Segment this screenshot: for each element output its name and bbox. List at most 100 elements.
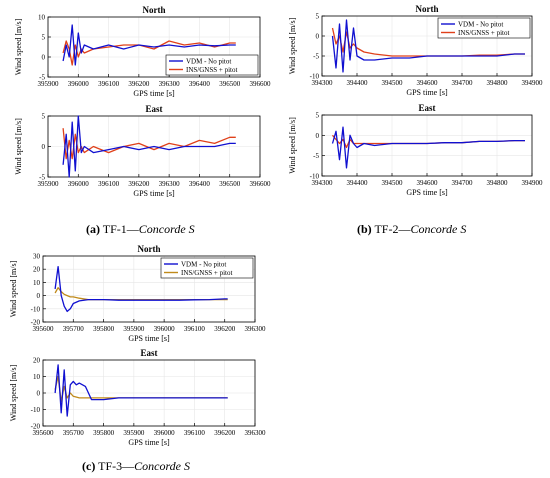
y-axis-label: Wind speed [m/s] [14, 18, 23, 75]
caption-c-letter: (c) [82, 459, 96, 473]
legend-label: INS/GNSS + pitot [181, 269, 232, 277]
caption-c-name: Concorde S [134, 459, 191, 473]
x-tick-label: 395900 [123, 325, 145, 333]
x-tick-label: 396500 [219, 180, 241, 188]
chart-title: East [140, 348, 157, 358]
x-tick-label: 394500 [382, 79, 404, 87]
y-axis-label: Wind speed [m/s] [9, 260, 18, 317]
series-line-ins [62, 128, 236, 160]
x-axis-label: GPS time [s] [406, 188, 448, 197]
chart-tf3-north: 395600 395700 395800 395900 396000 396100 3962… [9, 244, 266, 343]
plot-frame [47, 16, 261, 78]
x-tick-label: 395600 [33, 325, 55, 333]
y-tick-label: 0 [37, 292, 41, 300]
x-tick-label: 394900 [522, 179, 544, 187]
y-tick-label: -5 [39, 74, 45, 82]
x-tick-label: 396500 [219, 80, 241, 88]
y-tick-label: 10 [33, 279, 41, 287]
x-tick-label: 396100 [184, 429, 206, 437]
series-line-vdm [54, 364, 228, 417]
x-tick-label: 394800 [487, 79, 509, 87]
x-tick-label: 396200 [128, 80, 150, 88]
x-tick-label: 396300 [245, 325, 267, 333]
x-tick-label: 394400 [347, 79, 369, 87]
y-tick-label: -5 [313, 53, 319, 61]
x-tick-label: 396200 [214, 429, 236, 437]
x-tick-label: 394600 [417, 179, 439, 187]
y-axis-label: Wind speed [m/s] [14, 118, 23, 175]
caption-a-name: Concorde S [138, 222, 195, 236]
x-tick-label: 394300 [312, 79, 334, 87]
y-axis-label: Wind speed [m/s] [288, 117, 297, 174]
caption-b-name: Concorde S [410, 222, 467, 236]
y-tick-label: 10 [33, 373, 41, 381]
x-tick-label: 394900 [522, 79, 544, 87]
x-tick-label: 395800 [93, 325, 115, 333]
caption-a-letter: (a) [86, 222, 100, 236]
series-line-ins [54, 287, 228, 301]
y-tick-label: 30 [33, 253, 41, 261]
y-tick-label: 5 [316, 13, 320, 21]
series-line-vdm [331, 126, 525, 169]
chart-title: East [145, 104, 162, 114]
x-tick-label: 396200 [214, 325, 236, 333]
x-axis-label: GPS time [s] [128, 438, 170, 447]
y-tick-label: -5 [313, 152, 319, 160]
x-tick-label: 396300 [159, 80, 181, 88]
x-tick-label: 396600 [250, 80, 272, 88]
series-line-ins [331, 27, 525, 57]
x-tick-label: 396000 [154, 325, 176, 333]
caption-a: (a) TF-1—Concorde S [86, 222, 195, 237]
chart-tf1-east: 395900 396000 396100 396200 396300 396400 3965… [14, 104, 271, 198]
series-line-vdm [54, 265, 228, 313]
y-tick-label: -20 [31, 423, 41, 431]
x-tick-label: 394500 [382, 179, 404, 187]
y-tick-label: 0 [42, 54, 46, 62]
x-tick-label: 396100 [98, 180, 120, 188]
y-tick-label: -10 [31, 305, 41, 313]
x-axis-label: GPS time [s] [128, 334, 170, 343]
x-tick-label: 396300 [159, 180, 181, 188]
x-tick-label: 395800 [93, 429, 115, 437]
legend-label: VDM - No pitot [458, 21, 503, 29]
legend-box [160, 257, 254, 279]
chart-title: East [418, 103, 435, 113]
caption-b-letter: (b) [357, 222, 372, 236]
y-tick-label: 0 [316, 33, 320, 41]
caption-b: (b) TF-2—Concorde S [357, 222, 466, 237]
x-axis-label: GPS time [s] [133, 89, 175, 98]
y-tick-label: -10 [310, 73, 320, 81]
x-tick-label: 395700 [63, 429, 85, 437]
y-tick-label: -5 [39, 174, 45, 182]
legend-label: INS/GNSS + pitot [458, 29, 509, 37]
x-tick-label: 396000 [68, 80, 90, 88]
x-tick-label: 395600 [33, 429, 55, 437]
x-tick-label: 396600 [250, 180, 272, 188]
y-tick-label: 0 [42, 143, 46, 151]
series-line-vdm [62, 24, 236, 66]
x-tick-label: 394400 [347, 179, 369, 187]
y-axis-label: Wind speed [m/s] [288, 17, 297, 74]
x-axis-label: GPS time [s] [406, 88, 448, 97]
x-tick-label: 396000 [154, 429, 176, 437]
caption-b-text: TF-2— [371, 222, 411, 236]
chart-title: North [138, 244, 161, 254]
x-tick-label: 396300 [245, 429, 267, 437]
x-tick-label: 394700 [452, 179, 474, 187]
x-tick-label: 395700 [63, 325, 85, 333]
chart-title: North [143, 5, 166, 15]
y-tick-label: 20 [33, 357, 41, 365]
legend-label: VDM - No pitot [181, 261, 226, 269]
chart-tf1-north: 395900 396000 396100 396200 396300 396400 3965… [14, 5, 271, 98]
series-line-vdm [62, 115, 236, 178]
series-line-ins [62, 40, 236, 66]
y-tick-label: -10 [310, 173, 320, 181]
x-tick-label: 394300 [312, 179, 334, 187]
y-tick-label: 5 [316, 112, 320, 120]
y-tick-label: 20 [33, 266, 41, 274]
y-tick-label: 0 [316, 132, 320, 140]
